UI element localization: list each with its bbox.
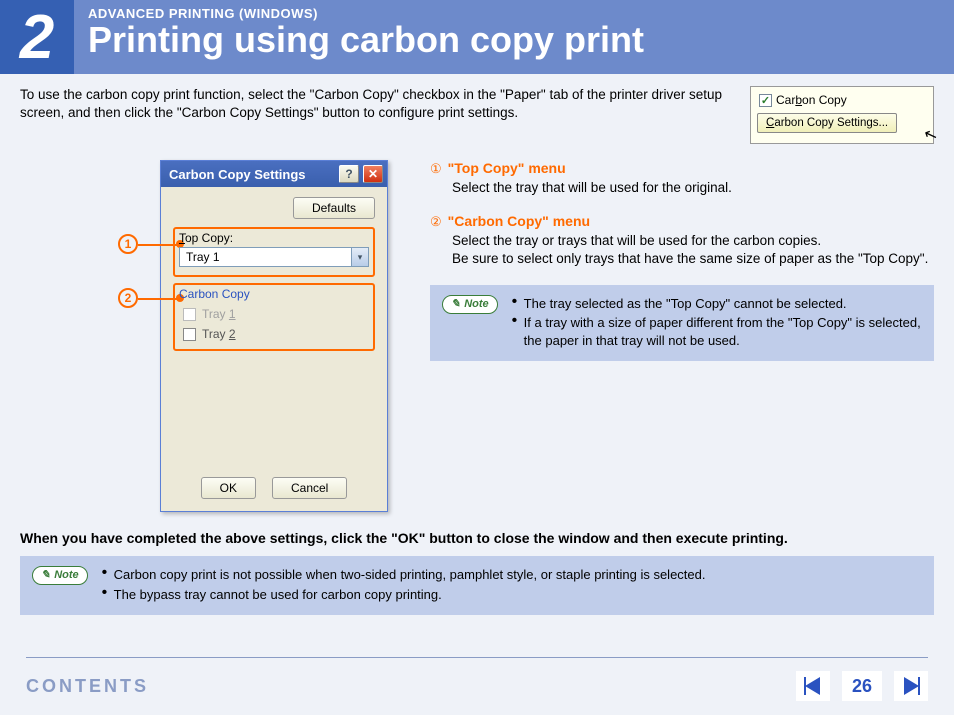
callout-circle-1: 1: [118, 234, 138, 254]
ok-button[interactable]: OK: [201, 477, 256, 499]
carbon-copy-checkbox-label: Carbon Copy: [776, 93, 847, 107]
carbon-copy-group: Carbon Copy Tray 1 Tray 2: [173, 283, 375, 351]
page-number: 26: [842, 671, 882, 701]
contents-link[interactable]: CONTENTS: [26, 674, 149, 699]
tray2-row[interactable]: Tray 2: [183, 327, 369, 341]
dialog-close-button[interactable]: ✕: [363, 165, 383, 183]
footer-divider: [26, 657, 928, 658]
prev-page-button[interactable]: [796, 671, 830, 701]
tray2-checkbox[interactable]: [183, 328, 196, 341]
callout-circle-2: 2: [118, 288, 138, 308]
carbon-copy-driver-snippet: ✓ Carbon Copy Carbon Copy Settings... ↖: [750, 86, 934, 144]
step-1-body: Select the tray that will be used for th…: [452, 179, 934, 197]
carbon-copy-group-label: Carbon Copy: [179, 287, 369, 301]
note1-item-2: If a tray with a size of paper different…: [512, 314, 922, 349]
note1-item-1: The tray selected as the "Top Copy" cann…: [512, 295, 922, 313]
banner-titles: ADVANCED PRINTING (WINDOWS) Printing usi…: [74, 0, 644, 74]
dialog-column: 1 2 Carbon Copy Settings ? ✕ Defaults To…: [20, 160, 400, 512]
step-2-body-line1: Select the tray or trays that will be us…: [452, 233, 821, 248]
carbon-copy-settings-dialog: Carbon Copy Settings ? ✕ Defaults Top Co…: [160, 160, 388, 512]
dialog-title: Carbon Copy Settings: [169, 167, 335, 182]
cursor-icon: ↖: [921, 123, 940, 146]
defaults-button[interactable]: Defaults: [293, 197, 375, 219]
page-footer: CONTENTS 26: [0, 671, 954, 701]
tray2-label: Tray 2: [202, 327, 236, 341]
step-2-title: "Carbon Copy" menu: [448, 213, 590, 229]
cancel-button[interactable]: Cancel: [272, 477, 347, 499]
carbon-copy-checkbox[interactable]: ✓: [759, 94, 772, 107]
chapter-number: 2: [0, 0, 74, 74]
tray1-checkbox: [183, 308, 196, 321]
step-2-number: ②: [430, 214, 442, 230]
note-box-1: ✎Note The tray selected as the "Top Copy…: [430, 285, 934, 362]
top-copy-value: Tray 1: [186, 250, 351, 264]
top-copy-label: Top Copy:: [179, 231, 369, 245]
triangle-right-icon: [900, 675, 922, 697]
step-2-body: Select the tray or trays that will be us…: [452, 232, 934, 268]
step-1-number: ①: [430, 161, 442, 177]
step-1: ① "Top Copy" menu Select the tray that w…: [430, 160, 934, 197]
note2-item-2: The bypass tray cannot be used for carbo…: [102, 586, 706, 604]
intro-paragraph: To use the carbon copy print function, s…: [20, 86, 730, 144]
callout-line-1: [138, 244, 178, 246]
note-box-2: ✎Note Carbon copy print is not possible …: [20, 556, 934, 615]
dialog-help-button[interactable]: ?: [339, 165, 359, 183]
tray1-row: Tray 1: [183, 307, 369, 321]
page-banner: 2 ADVANCED PRINTING (WINDOWS) Printing u…: [0, 0, 954, 74]
closing-instruction: When you have completed the above settin…: [20, 530, 934, 546]
note-badge-1: ✎Note: [442, 295, 498, 314]
step-2-body-line2: Be sure to select only trays that have t…: [452, 251, 928, 266]
next-page-button[interactable]: [894, 671, 928, 701]
carbon-copy-settings-button[interactable]: Carbon Copy Settings...: [757, 113, 897, 133]
top-copy-dropdown[interactable]: Tray 1 ▾: [179, 247, 369, 267]
callout-line-2: [138, 298, 178, 300]
tray1-label: Tray 1: [202, 307, 236, 321]
dialog-titlebar: Carbon Copy Settings ? ✕: [161, 161, 387, 187]
description-column: ① "Top Copy" menu Select the tray that w…: [430, 160, 934, 361]
page-body: To use the carbon copy print function, s…: [0, 74, 954, 615]
step-1-title: "Top Copy" menu: [448, 160, 566, 176]
chevron-down-icon: ▾: [351, 248, 368, 266]
triangle-left-icon: [802, 675, 824, 697]
step-2: ② "Carbon Copy" menu Select the tray or …: [430, 213, 934, 268]
note-badge-2: ✎Note: [32, 566, 88, 585]
note2-item-1: Carbon copy print is not possible when t…: [102, 566, 706, 584]
banner-title: Printing using carbon copy print: [88, 19, 644, 61]
top-copy-group: Top Copy: Tray 1 ▾: [173, 227, 375, 277]
